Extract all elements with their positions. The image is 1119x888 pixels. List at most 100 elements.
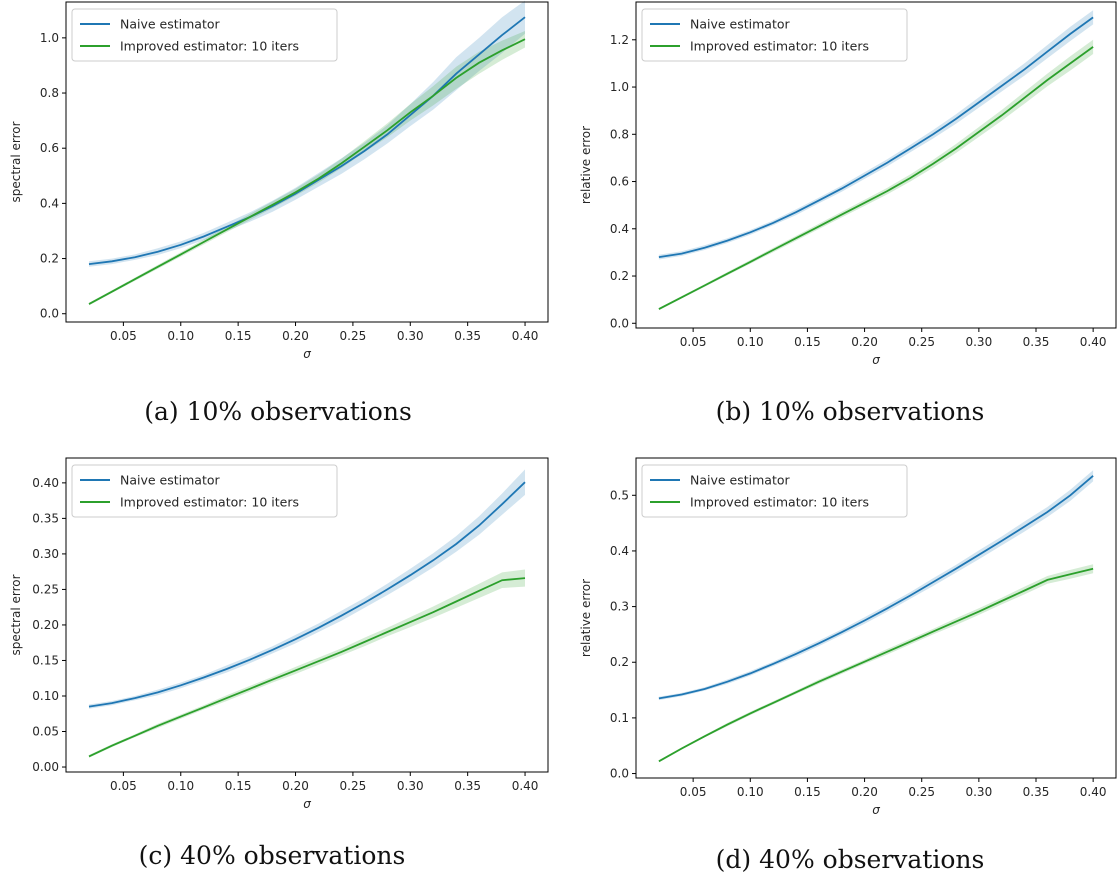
legend-label-naive: Naive estimator [120, 473, 221, 488]
subplot-caption: (a) 10% observations [144, 397, 412, 426]
series-line-improved [88, 577, 526, 758]
legend-box [71, 8, 338, 62]
y-axis-label: relative error [579, 126, 593, 204]
x-axis-label: σ [303, 797, 311, 811]
x-tick-label: 0.30 [965, 785, 992, 799]
legend: Naive estimator Improved estimator: 10 it… [71, 8, 338, 62]
y-tick-label: 0.25 [32, 582, 59, 596]
y-axis-label: spectral error [9, 121, 23, 202]
y-tick-label: 1.2 [610, 33, 629, 47]
x-tick-label: 0.40 [512, 779, 539, 793]
y-tick-label: 0.2 [610, 655, 629, 669]
x-tick-label: 0.05 [680, 335, 707, 349]
y-tick-label: 0.0 [610, 767, 629, 781]
x-tick-label: 0.40 [512, 329, 539, 343]
y-tick-label: 0.35 [32, 511, 59, 525]
y-tick-label: 0.1 [610, 711, 629, 725]
series-line-naive [658, 475, 1094, 700]
series-line-improved [658, 46, 1094, 310]
legend-label-improved: Improved estimator: 10 iters [120, 39, 299, 54]
x-tick-label: 0.40 [1080, 785, 1107, 799]
x-tick-label: 0.35 [1023, 335, 1050, 349]
legend-label-naive: Naive estimator [690, 473, 791, 488]
y-tick-label: 0.6 [610, 175, 629, 189]
x-tick-label: 0.10 [737, 785, 764, 799]
series-line-naive [88, 481, 526, 708]
legend-box [641, 8, 908, 62]
subplot-c: 0.05 0.10 0.15 0.20 0.25 0.30 0.35 0.40 0.00 0.05… [9, 457, 549, 870]
x-tick-label: 0.25 [340, 779, 367, 793]
y-tick-label: 0.20 [32, 618, 59, 632]
legend-box [71, 464, 338, 518]
y-tick-label: 0.0 [40, 307, 59, 321]
x-tick-label: 0.20 [851, 335, 878, 349]
y-tick-label: 0.05 [32, 725, 59, 739]
x-axis-label: σ [872, 353, 880, 367]
series-band-improved [658, 564, 1094, 763]
legend-box [641, 464, 908, 518]
series-band-improved [89, 569, 525, 758]
y-tick-label: 1.0 [40, 31, 59, 45]
axes-frame [635, 1, 1117, 329]
legend-label-improved: Improved estimator: 10 iters [690, 39, 869, 54]
y-tick-label: 0.40 [32, 476, 59, 490]
series-band-improved [658, 39, 1094, 311]
subplot-caption: (c) 40% observations [139, 841, 406, 870]
y-tick-label: 0.4 [610, 222, 629, 236]
subplot-caption: (d) 40% observations [716, 845, 985, 874]
y-tick-label: 0.0 [610, 316, 629, 330]
series-band-improved [89, 31, 525, 306]
y-tick-label: 0.2 [610, 269, 629, 283]
x-tick-label: 0.15 [794, 785, 821, 799]
series-line-naive [88, 16, 526, 265]
y-axis-label: relative error [579, 579, 593, 657]
y-tick-label: 0.6 [40, 141, 59, 155]
y-tick-label: 0.30 [32, 547, 59, 561]
y-tick-label: 0.8 [610, 127, 629, 141]
x-tick-label: 0.20 [282, 779, 309, 793]
subplot-a: 0.05 0.10 0.15 0.20 0.25 0.30 0.35 0.40 0.0 0.2 0.… [9, 0, 549, 426]
x-tick-label: 0.30 [965, 335, 992, 349]
x-axis-label: σ [872, 803, 880, 817]
axes-frame [65, 1, 549, 323]
x-tick-label: 0.10 [737, 335, 764, 349]
series-line-improved [658, 567, 1094, 763]
x-tick-label: 0.30 [397, 779, 424, 793]
x-tick-label: 0.05 [680, 785, 707, 799]
x-tick-label: 0.15 [225, 779, 252, 793]
x-tick-label: 0.05 [110, 329, 137, 343]
y-tick-label: 0.15 [32, 653, 59, 667]
subplot-caption: (b) 10% observations [716, 397, 985, 426]
x-tick-label: 0.20 [282, 329, 309, 343]
y-tick-label: 0.5 [610, 488, 629, 502]
x-tick-label: 0.30 [397, 329, 424, 343]
x-tick-label: 0.25 [908, 785, 935, 799]
x-tick-label: 0.35 [454, 779, 481, 793]
x-tick-label: 0.10 [167, 329, 194, 343]
legend: Naive estimator Improved estimator: 10 it… [71, 464, 338, 518]
y-tick-label: 0.3 [610, 600, 629, 614]
legend: Naive estimator Improved estimator: 10 it… [641, 464, 908, 518]
x-tick-label: 0.40 [1080, 335, 1107, 349]
subplot-b: 0.05 0.10 0.15 0.20 0.25 0.30 0.35 0.40 0.0 0.2 0.… [579, 1, 1117, 426]
x-tick-label: 0.35 [454, 329, 481, 343]
x-tick-label: 0.35 [1023, 785, 1050, 799]
series-line-improved [88, 38, 526, 305]
axes-frame [65, 457, 549, 773]
y-tick-label: 0.4 [610, 544, 629, 558]
y-tick-label: 0.2 [40, 252, 59, 266]
x-tick-label: 0.05 [110, 779, 137, 793]
legend: Naive estimator Improved estimator: 10 it… [641, 8, 908, 62]
x-tick-label: 0.25 [340, 329, 367, 343]
legend-label-naive: Naive estimator [120, 17, 221, 32]
series-line-naive [658, 16, 1094, 258]
y-tick-label: 0.4 [40, 196, 59, 210]
legend-label-improved: Improved estimator: 10 iters [120, 495, 299, 510]
x-tick-label: 0.20 [851, 785, 878, 799]
axes-frame [635, 457, 1117, 779]
y-tick-label: 1.0 [610, 80, 629, 94]
x-tick-label: 0.10 [167, 779, 194, 793]
y-tick-label: 0.8 [40, 86, 59, 100]
x-axis-label: σ [303, 347, 311, 361]
x-tick-label: 0.25 [908, 335, 935, 349]
